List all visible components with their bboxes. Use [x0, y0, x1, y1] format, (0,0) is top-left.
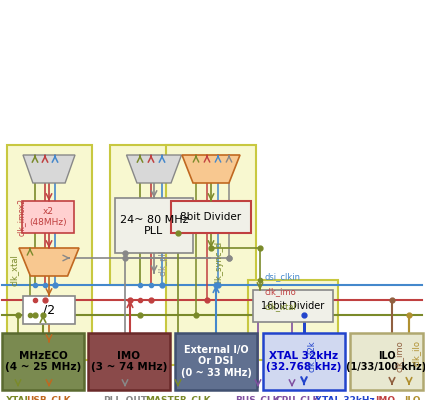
FancyBboxPatch shape [166, 145, 256, 365]
Text: IMO
(3 ~ 74 MHz): IMO (3 ~ 74 MHz) [91, 351, 167, 372]
Text: IMO: IMO [375, 396, 395, 400]
Text: clk_xtal: clk_xtal [10, 254, 19, 286]
FancyBboxPatch shape [175, 333, 257, 390]
Text: BUS_CLK: BUS_CLK [235, 396, 279, 400]
FancyBboxPatch shape [7, 145, 92, 360]
Text: clk_imo: clk_imo [265, 287, 297, 296]
Text: clk_sync_d: clk_sync_d [215, 240, 224, 286]
FancyBboxPatch shape [110, 145, 198, 285]
Text: ILO
(1/33/100 kHz): ILO (1/33/100 kHz) [346, 351, 425, 372]
Text: clk_xtal: clk_xtal [265, 302, 297, 311]
Text: clk_32k: clk_32k [307, 340, 316, 372]
Text: 8bit Divider: 8bit Divider [181, 212, 241, 222]
FancyBboxPatch shape [2, 333, 84, 390]
Text: XTAL 32kHz
(32.768 kHz): XTAL 32kHz (32.768 kHz) [266, 351, 342, 372]
FancyBboxPatch shape [115, 198, 193, 253]
Polygon shape [127, 155, 181, 183]
FancyBboxPatch shape [263, 333, 345, 390]
FancyBboxPatch shape [22, 201, 74, 233]
Text: USB_CLK: USB_CLK [26, 396, 70, 400]
FancyBboxPatch shape [248, 280, 338, 360]
Text: ILO: ILO [404, 396, 420, 400]
Text: clk_pll: clk_pll [159, 250, 168, 276]
Text: clk_imox2: clk_imox2 [17, 198, 26, 236]
Text: dsi_clkin: dsi_clkin [265, 272, 301, 281]
Polygon shape [182, 155, 240, 183]
Text: clk_imo: clk_imo [395, 340, 404, 372]
FancyBboxPatch shape [23, 296, 75, 324]
Text: 24~ 80 MHz
PLL: 24~ 80 MHz PLL [120, 215, 188, 236]
FancyBboxPatch shape [88, 333, 170, 390]
Text: MASTER_CLK: MASTER_CLK [145, 396, 211, 400]
Text: clk_ilo: clk_ilo [412, 340, 421, 366]
FancyBboxPatch shape [253, 290, 333, 322]
Text: MHzECO
(4 ~ 25 MHz): MHzECO (4 ~ 25 MHz) [5, 351, 81, 372]
Text: PLL_OUT: PLL_OUT [103, 396, 147, 400]
Polygon shape [19, 248, 79, 276]
Text: /2: /2 [43, 304, 55, 316]
Polygon shape [23, 155, 75, 183]
FancyBboxPatch shape [171, 201, 251, 233]
Text: XTAL 32kHz: XTAL 32kHz [315, 396, 375, 400]
Text: External I/O
Or DSI
(0 ~ 33 MHz): External I/O Or DSI (0 ~ 33 MHz) [181, 345, 252, 378]
Text: XTAL: XTAL [6, 396, 31, 400]
Text: x2
(48MHz): x2 (48MHz) [29, 207, 67, 227]
Text: CPU_CLK: CPU_CLK [276, 396, 320, 400]
Text: 16bit Divider: 16bit Divider [261, 301, 325, 311]
FancyBboxPatch shape [350, 333, 423, 390]
Polygon shape [19, 342, 79, 370]
